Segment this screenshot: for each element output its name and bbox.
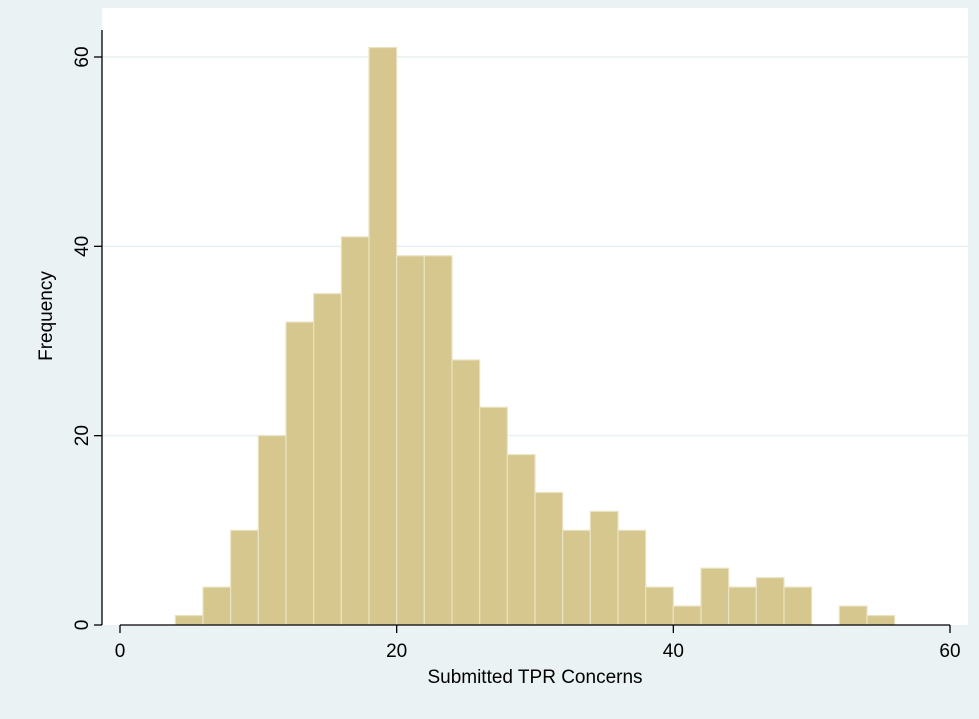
histogram-bar xyxy=(838,605,868,626)
histogram-bar xyxy=(451,359,481,626)
x-tick-label: 40 xyxy=(663,641,684,662)
gridlines xyxy=(102,56,968,437)
histogram-bar xyxy=(728,586,757,626)
histogram-bar xyxy=(423,255,453,626)
histogram-bar xyxy=(562,529,591,626)
histogram-bar xyxy=(257,435,287,626)
histogram-bar xyxy=(589,510,619,626)
histogram-bar xyxy=(174,614,204,626)
histogram-bar xyxy=(313,293,342,626)
histogram-bar xyxy=(368,46,398,626)
y-tick-label: 60 xyxy=(72,46,93,67)
y-tick-label: 40 xyxy=(72,236,93,257)
histogram-bar xyxy=(672,605,702,626)
histogram-bar xyxy=(396,255,425,626)
axis-ticks: 0 20 40 60 0 20 40 60 xyxy=(72,46,961,662)
x-tick-label: 0 xyxy=(115,641,126,662)
y-tick-label: 0 xyxy=(72,620,93,631)
histogram-bar xyxy=(755,577,785,626)
histogram-bar xyxy=(617,529,647,626)
histogram-bar xyxy=(479,406,508,626)
histogram-bar xyxy=(285,321,315,626)
histogram-bar xyxy=(534,491,564,626)
x-axis-title: Submitted TPR Concerns xyxy=(427,667,642,688)
x-tick-label: 60 xyxy=(939,641,960,662)
histogram-bar xyxy=(866,614,896,626)
axes xyxy=(101,30,950,626)
histogram-bar xyxy=(506,454,536,626)
histogram-bar xyxy=(340,236,370,626)
histogram-bar xyxy=(230,529,259,626)
y-tick-label: 20 xyxy=(72,425,93,446)
y-axis-title: Frequency xyxy=(36,271,57,361)
histogram-bar xyxy=(202,586,232,626)
x-tick-label: 20 xyxy=(386,641,407,662)
histogram-bar xyxy=(783,586,813,626)
histogram-bars xyxy=(174,46,896,626)
histogram-bar xyxy=(700,567,730,626)
histogram-bar xyxy=(645,586,674,626)
